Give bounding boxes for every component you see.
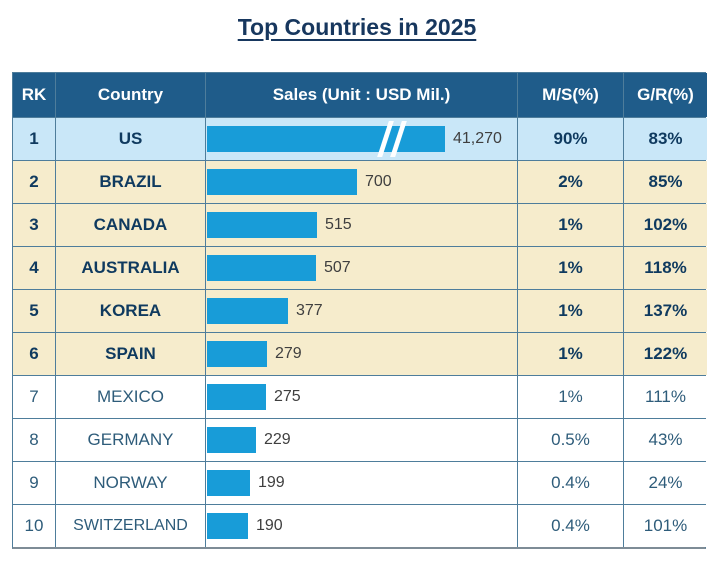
market-share-cell: 2%: [518, 161, 624, 203]
header-market-share: M/S(%): [518, 73, 624, 117]
table-header-row: RK Country Sales (Unit : USD Mil.) M/S(%…: [13, 73, 707, 118]
countries-table: RK Country Sales (Unit : USD Mil.) M/S(%…: [12, 72, 707, 549]
growth-rate-cell: 111%: [624, 376, 707, 418]
sales-bar: [207, 298, 288, 324]
header-rank: RK: [13, 73, 56, 117]
growth-rate-cell: 83%: [624, 118, 707, 160]
bar-container: 377: [206, 290, 517, 332]
sales-value: 515: [325, 216, 352, 233]
country-cell: KOREA: [56, 290, 206, 332]
sales-bar: [207, 341, 267, 367]
sales-cell: 700: [206, 161, 518, 203]
sales-bar: [207, 513, 248, 539]
growth-rate-cell: 118%: [624, 247, 707, 289]
sales-cell: 507: [206, 247, 518, 289]
table-row: 2 BRAZIL 700 2% 85%: [13, 161, 707, 204]
sales-value: 229: [264, 431, 291, 448]
sales-bar: [207, 255, 316, 281]
table-row: 3 CANADA 515 1% 102%: [13, 204, 707, 247]
sales-cell: 229: [206, 419, 518, 461]
growth-rate-cell: 85%: [624, 161, 707, 203]
rank-cell: 3: [13, 204, 56, 246]
header-growth-rate: G/R(%): [624, 73, 707, 117]
growth-rate-cell: 24%: [624, 462, 707, 504]
sales-value: 199: [258, 474, 285, 491]
table-row: 8 GERMANY 229 0.5% 43%: [13, 419, 707, 462]
rank-cell: 8: [13, 419, 56, 461]
market-share-cell: 1%: [518, 204, 624, 246]
table-row: 5 KOREA 377 1% 137%: [13, 290, 707, 333]
table-row: 10 SWITZERLAND 190 0.4% 101%: [13, 505, 707, 547]
bar-container: 190: [206, 505, 517, 547]
growth-rate-cell: 122%: [624, 333, 707, 375]
table-row: 9 NORWAY 199 0.4% 24%: [13, 462, 707, 505]
sales-value: 190: [256, 517, 283, 534]
sales-value: 279: [275, 345, 302, 362]
rank-cell: 6: [13, 333, 56, 375]
bar-container: 275: [206, 376, 517, 418]
sales-value: 377: [296, 302, 323, 319]
bar-container: 229: [206, 419, 517, 461]
rank-cell: 7: [13, 376, 56, 418]
growth-rate-cell: 101%: [624, 505, 707, 547]
growth-rate-cell: 102%: [624, 204, 707, 246]
bar-container: 507: [206, 247, 517, 289]
bar-container: 700: [206, 161, 517, 203]
market-share-cell: 1%: [518, 376, 624, 418]
sales-cell: 279: [206, 333, 518, 375]
table-row: 4 AUSTRALIA 507 1% 118%: [13, 247, 707, 290]
sales-bar: [207, 384, 266, 410]
growth-rate-cell: 137%: [624, 290, 707, 332]
sales-cell: 190: [206, 505, 518, 547]
sales-cell: 41,270: [206, 118, 518, 160]
axis-break-mark: [377, 121, 407, 157]
country-cell: BRAZIL: [56, 161, 206, 203]
market-share-cell: 90%: [518, 118, 624, 160]
sales-bar: [207, 121, 445, 157]
market-share-cell: 1%: [518, 333, 624, 375]
header-country: Country: [56, 73, 206, 117]
sales-bar: [207, 212, 317, 238]
sales-cell: 275: [206, 376, 518, 418]
market-share-cell: 0.4%: [518, 505, 624, 547]
sales-bar: [207, 427, 256, 453]
bar-container: 41,270: [206, 118, 517, 160]
sales-bar: [207, 169, 357, 195]
rank-cell: 4: [13, 247, 56, 289]
country-cell: SPAIN: [56, 333, 206, 375]
country-cell: US: [56, 118, 206, 160]
country-cell: MEXICO: [56, 376, 206, 418]
market-share-cell: 0.4%: [518, 462, 624, 504]
sales-cell: 199: [206, 462, 518, 504]
market-share-cell: 1%: [518, 290, 624, 332]
table-row: 6 SPAIN 279 1% 122%: [13, 333, 707, 376]
header-sales: Sales (Unit : USD Mil.): [206, 73, 518, 117]
rank-cell: 5: [13, 290, 56, 332]
market-share-cell: 0.5%: [518, 419, 624, 461]
bar-container: 279: [206, 333, 517, 375]
country-cell: AUSTRALIA: [56, 247, 206, 289]
rank-cell: 10: [13, 505, 56, 547]
rank-cell: 9: [13, 462, 56, 504]
rank-cell: 1: [13, 118, 56, 160]
country-cell: NORWAY: [56, 462, 206, 504]
bar-container: 515: [206, 204, 517, 246]
sales-value: 507: [324, 259, 351, 276]
table-row: 7 MEXICO 275 1% 111%: [13, 376, 707, 419]
sales-value: 700: [365, 173, 392, 190]
rank-cell: 2: [13, 161, 56, 203]
growth-rate-cell: 43%: [624, 419, 707, 461]
market-share-cell: 1%: [518, 247, 624, 289]
sales-value: 275: [274, 388, 301, 405]
country-cell: SWITZERLAND: [56, 505, 206, 547]
sales-bar: [207, 470, 250, 496]
sales-value: 41,270: [453, 130, 502, 147]
country-cell: GERMANY: [56, 419, 206, 461]
country-cell: CANADA: [56, 204, 206, 246]
page-title: Top Countries in 2025: [237, 14, 477, 40]
table-row: 1 US 41,270 90% 83%: [13, 118, 707, 161]
bar-container: 199: [206, 462, 517, 504]
sales-cell: 515: [206, 204, 518, 246]
sales-cell: 377: [206, 290, 518, 332]
